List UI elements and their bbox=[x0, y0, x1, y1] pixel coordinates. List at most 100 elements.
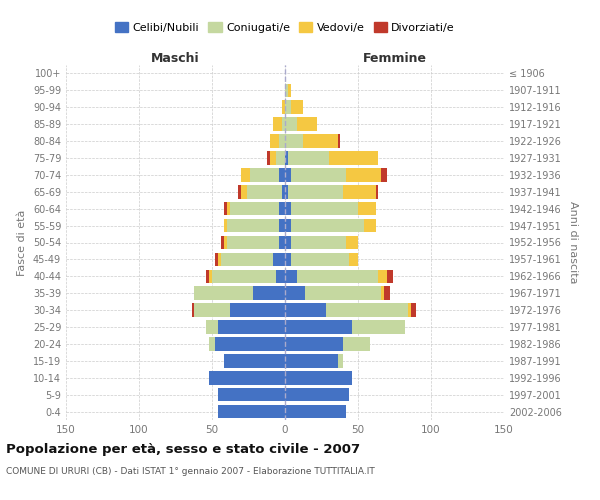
Bar bbox=[382, 168, 387, 181]
Bar bbox=[352, 320, 405, 334]
Bar bbox=[218, 320, 285, 334]
Bar bbox=[209, 270, 212, 283]
Bar bbox=[279, 202, 285, 215]
Bar bbox=[349, 252, 358, 266]
Bar bbox=[285, 252, 291, 266]
Bar bbox=[206, 320, 218, 334]
Bar bbox=[410, 304, 416, 317]
Bar bbox=[285, 202, 291, 215]
Bar bbox=[274, 252, 285, 266]
Bar bbox=[279, 134, 285, 148]
Bar bbox=[271, 151, 276, 164]
Bar bbox=[285, 84, 288, 97]
Bar bbox=[221, 236, 224, 250]
Bar bbox=[271, 134, 279, 148]
Bar bbox=[285, 388, 349, 402]
Bar bbox=[288, 185, 343, 198]
Bar bbox=[282, 118, 285, 131]
Bar bbox=[346, 236, 358, 250]
Bar bbox=[291, 219, 364, 232]
Bar bbox=[305, 286, 382, 300]
Bar bbox=[382, 286, 384, 300]
Bar bbox=[194, 286, 253, 300]
Bar bbox=[212, 270, 276, 283]
Bar bbox=[209, 337, 215, 350]
Bar bbox=[338, 134, 340, 148]
Y-axis label: Fasce di età: Fasce di età bbox=[17, 210, 27, 276]
Bar bbox=[218, 388, 285, 402]
Bar bbox=[276, 270, 285, 283]
Bar bbox=[227, 202, 230, 215]
Bar bbox=[338, 354, 343, 368]
Bar bbox=[241, 168, 250, 181]
Bar bbox=[296, 270, 379, 283]
Bar bbox=[285, 236, 291, 250]
Bar bbox=[329, 151, 379, 164]
Bar bbox=[326, 304, 407, 317]
Bar bbox=[224, 354, 285, 368]
Bar bbox=[291, 202, 358, 215]
Bar bbox=[291, 252, 349, 266]
Legend: Celibi/Nubili, Coniugati/e, Vedovi/e, Divorziati/e: Celibi/Nubili, Coniugati/e, Vedovi/e, Di… bbox=[110, 18, 460, 37]
Bar bbox=[238, 185, 241, 198]
Bar bbox=[379, 270, 387, 283]
Bar bbox=[285, 337, 343, 350]
Bar bbox=[279, 168, 285, 181]
Bar bbox=[285, 320, 352, 334]
Bar bbox=[282, 185, 285, 198]
Bar bbox=[241, 185, 247, 198]
Bar bbox=[285, 185, 288, 198]
Bar bbox=[291, 100, 302, 114]
Bar bbox=[285, 270, 296, 283]
Bar bbox=[194, 304, 230, 317]
Bar bbox=[288, 151, 329, 164]
Bar bbox=[250, 168, 279, 181]
Bar bbox=[268, 151, 271, 164]
Bar bbox=[285, 118, 296, 131]
Bar bbox=[247, 185, 282, 198]
Bar bbox=[218, 405, 285, 418]
Bar bbox=[285, 134, 302, 148]
Bar bbox=[224, 236, 227, 250]
Bar bbox=[282, 100, 285, 114]
Bar bbox=[227, 219, 279, 232]
Bar bbox=[343, 337, 370, 350]
Bar bbox=[230, 202, 279, 215]
Bar bbox=[215, 252, 218, 266]
Bar bbox=[387, 270, 393, 283]
Bar bbox=[285, 354, 338, 368]
Bar bbox=[358, 202, 376, 215]
Text: Femmine: Femmine bbox=[362, 52, 427, 65]
Bar bbox=[376, 185, 379, 198]
Bar bbox=[227, 236, 279, 250]
Bar bbox=[224, 202, 227, 215]
Bar bbox=[291, 168, 346, 181]
Bar bbox=[384, 286, 390, 300]
Bar bbox=[407, 304, 410, 317]
Bar bbox=[276, 151, 285, 164]
Bar bbox=[285, 371, 352, 384]
Bar bbox=[285, 100, 291, 114]
Bar bbox=[274, 118, 282, 131]
Bar bbox=[191, 304, 194, 317]
Bar bbox=[288, 84, 291, 97]
Bar bbox=[215, 337, 285, 350]
Text: COMUNE DI URURI (CB) - Dati ISTAT 1° gennaio 2007 - Elaborazione TUTTITALIA.IT: COMUNE DI URURI (CB) - Dati ISTAT 1° gen… bbox=[6, 468, 375, 476]
Bar bbox=[296, 118, 317, 131]
Bar bbox=[285, 286, 305, 300]
Text: Maschi: Maschi bbox=[151, 52, 200, 65]
Bar bbox=[302, 134, 338, 148]
Bar bbox=[253, 286, 285, 300]
Text: Popolazione per età, sesso e stato civile - 2007: Popolazione per età, sesso e stato civil… bbox=[6, 442, 360, 456]
Bar bbox=[285, 304, 326, 317]
Bar bbox=[285, 151, 288, 164]
Bar bbox=[279, 236, 285, 250]
Bar bbox=[285, 219, 291, 232]
Bar bbox=[346, 168, 382, 181]
Bar bbox=[343, 185, 376, 198]
Bar bbox=[206, 270, 209, 283]
Y-axis label: Anni di nascita: Anni di nascita bbox=[568, 201, 578, 284]
Bar bbox=[218, 252, 221, 266]
Bar bbox=[224, 219, 227, 232]
Bar bbox=[291, 236, 346, 250]
